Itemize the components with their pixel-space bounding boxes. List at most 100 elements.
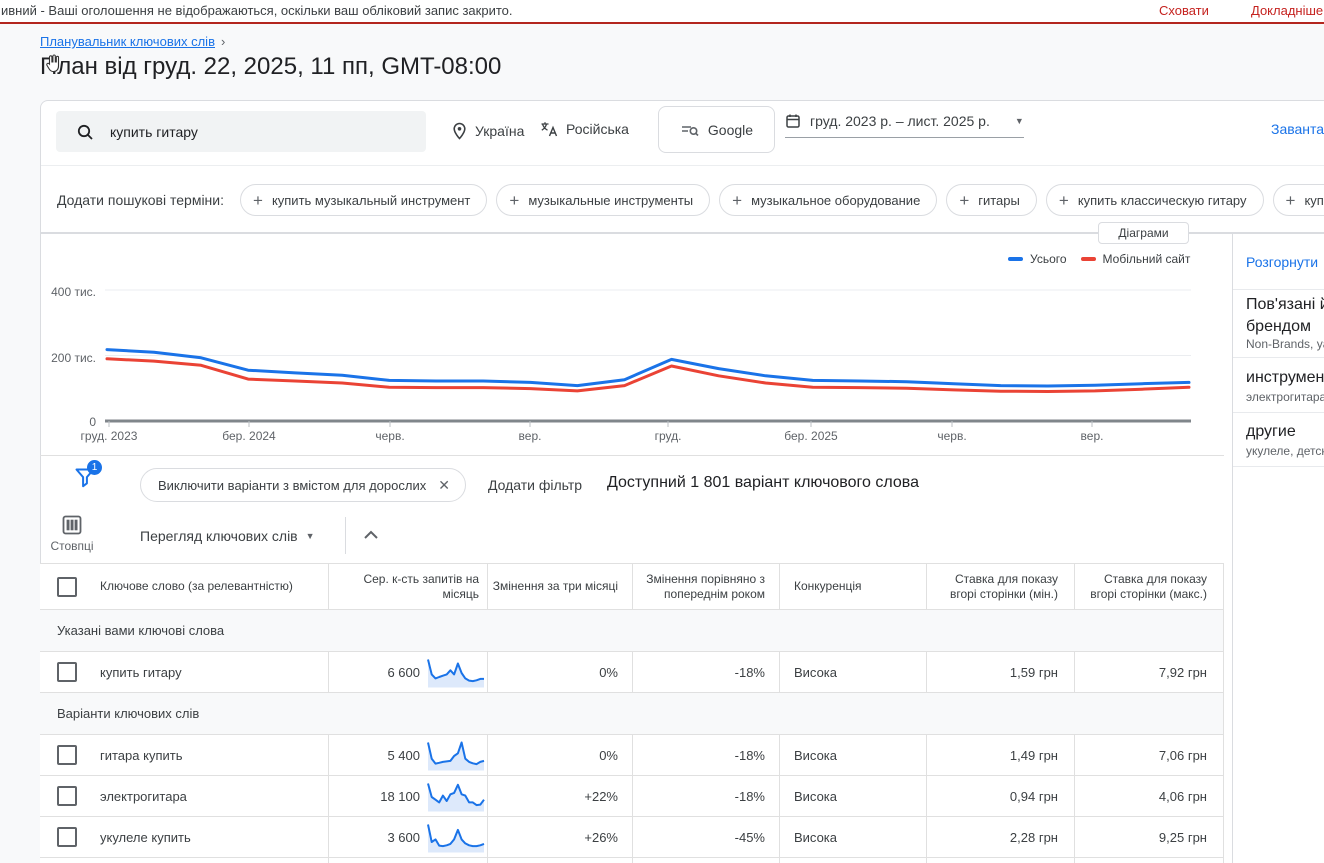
chip-label: музыкальное оборудование	[751, 192, 921, 208]
table-row[interactable]: купить гитару 6 600 0% -18% Висока 1,59 …	[40, 652, 1224, 693]
plus-icon: +	[732, 190, 743, 210]
search-input[interactable]	[108, 122, 392, 141]
banner-hide-link[interactable]: Сховати	[1159, 3, 1209, 18]
chevron-down-icon: ▼	[1014, 116, 1024, 126]
top-bid-low-cell: 0,94 грн	[1009, 788, 1058, 804]
top-bid-high-cell: 9,25 грн	[1158, 829, 1207, 845]
top-bid-low-cell: 1,59 грн	[1009, 664, 1058, 680]
avg-searches-cell: 6 600	[387, 664, 420, 680]
column-header: Ставка для показу вгорі сторінки (мін.)	[950, 571, 1058, 601]
search-icon	[77, 124, 93, 140]
x-axis-tick: груд. 2023	[80, 429, 138, 443]
toolbar-vertical-divider	[345, 517, 346, 554]
row-checkbox[interactable]	[57, 662, 77, 682]
trend-sparkline	[427, 739, 485, 771]
competition-cell: Висока	[794, 747, 838, 763]
banner-learn-more-link[interactable]: Докладніше	[1251, 3, 1324, 18]
panel-divider	[1233, 466, 1324, 467]
x-axis-tick: бер. 2024	[222, 429, 276, 443]
y-axis-tick: 0	[89, 415, 96, 429]
location-selector[interactable]: Україна	[452, 122, 524, 140]
date-range-selector[interactable]: груд. 2023 р. – лист. 2025 р. ▼	[785, 113, 1024, 138]
keyword-search-box[interactable]	[56, 111, 426, 152]
chip-label: музыкальные инструменты	[528, 192, 694, 208]
collapse-chart-button[interactable]	[362, 528, 380, 546]
page-title: План від груд. 22, 2025, 11 пп, GMT-08:0…	[40, 53, 502, 80]
avg-searches-cell: 3 600	[387, 829, 420, 845]
filter-chip-label: Виключити варіанти з вмістом для доросли…	[158, 477, 427, 493]
keyword-cell[interactable]: купить гитару	[100, 664, 182, 680]
language-value: Російська	[566, 121, 629, 137]
account-status-banner: ивний - Ваші оголошення не відображаютьс…	[0, 0, 1324, 22]
add-term-chip[interactable]: + музыкальные инструменты	[496, 184, 711, 216]
network-value: Google	[707, 121, 754, 138]
breadcrumb-keyword-planner-link[interactable]: Планувальник ключових слів	[40, 34, 215, 49]
row-checkbox[interactable]	[57, 745, 77, 765]
add-term-chip[interactable]: + купить музыкальный инструмент	[240, 184, 488, 216]
add-term-chip[interactable]: + музыкальное оборудование	[719, 184, 938, 216]
available-keywords-count: Доступний 1 801 варіант ключового слова	[607, 474, 919, 491]
close-icon[interactable]: ✕	[438, 476, 450, 493]
location-pin-icon	[453, 122, 466, 140]
breadcrumb: Планувальник ключових слів ›	[40, 34, 225, 49]
x-axis-tick: вер.	[518, 429, 542, 443]
plus-icon: +	[1285, 190, 1296, 210]
add-term-chip[interactable]: + гитары	[946, 184, 1037, 216]
view-selector-label: Перегляд ключових слів	[140, 528, 298, 544]
add-term-chip[interactable]: + купить	[1272, 184, 1324, 216]
legend-item-mobile[interactable]: Мобільний сайт	[1080, 252, 1190, 266]
view-selector[interactable]: Перегляд ключових слів ▼	[140, 528, 315, 544]
columns-icon	[62, 515, 82, 535]
download-button[interactable]: Завантажити	[1265, 120, 1324, 138]
row-checkbox[interactable]	[57, 827, 77, 847]
search-terms-label: Додати пошукові терміни:	[57, 192, 224, 208]
table-row[interactable]: электрогитара 18 100 +22% -18% Висока 0,…	[40, 776, 1224, 817]
panel-divider	[1233, 357, 1324, 358]
keyword-cell[interactable]: электрогитара	[100, 788, 187, 804]
yoy-change-cell: -18%	[734, 747, 765, 763]
location-value: Україна	[475, 123, 525, 139]
column-header: Сер. к-сть запитів на місяць	[363, 571, 479, 601]
select-all-checkbox[interactable]	[57, 576, 77, 597]
columns-button[interactable]: Стовпці	[48, 515, 96, 553]
add-term-chip[interactable]: + купить классическую гитару	[1045, 184, 1264, 216]
chevron-right-icon: ›	[220, 34, 226, 49]
panel-divider	[1233, 289, 1324, 290]
add-filter-button[interactable]: Додати фільтр	[488, 477, 583, 493]
keywords-table: Ключове слово (за релевантністю) Сер. к-…	[40, 563, 1224, 863]
search-terms-row: Додати пошукові терміни: + купить музыкал…	[57, 182, 1324, 218]
adult-content-filter-chip[interactable]: Виключити варіанти з вмістом для доросли…	[140, 468, 466, 502]
y-axis-tick: 400 тис.	[51, 285, 96, 299]
column-header: Ставка для показу вгорі сторінки (макс.)	[1090, 571, 1207, 601]
avg-searches-cell: 18 100	[380, 788, 420, 804]
refine-keywords-panel: Розгорнути Пов'язані й брендом Non-Brand…	[1232, 234, 1324, 863]
legend-item-total[interactable]: Усього	[1008, 252, 1067, 266]
mouse-cursor-icon	[44, 54, 60, 79]
refine-item-brand[interactable]: Пов'язані й брендом	[1246, 296, 1324, 335]
top-bid-low-cell: 1,49 грн	[1009, 747, 1058, 763]
columns-label: Стовпці	[50, 539, 94, 553]
network-selector[interactable]: Google	[658, 106, 775, 153]
row-checkbox[interactable]	[57, 786, 77, 806]
chip-label: купить классическую гитару	[1077, 192, 1247, 208]
keyword-cell[interactable]: гитара купить	[100, 747, 183, 763]
diagrams-button[interactable]: Діаграми	[1098, 222, 1189, 244]
y-axis-tick: 200 тис.	[51, 351, 96, 365]
x-axis-tick: вер.	[1080, 429, 1104, 443]
keyword-cell[interactable]: укулеле купить	[100, 829, 191, 845]
search-network-icon	[681, 125, 699, 136]
search-volume-chart	[105, 289, 1191, 427]
partial-next-row	[40, 858, 1224, 863]
yoy-change-cell: -18%	[734, 664, 765, 680]
three-month-change-cell: 0%	[599, 664, 618, 680]
three-month-change-cell: 0%	[599, 747, 618, 763]
table-row[interactable]: укулеле купить 3 600 +26% -45% Висока 2,…	[40, 817, 1224, 858]
competition-cell: Висока	[794, 829, 838, 845]
table-row[interactable]: гитара купить 5 400 0% -18% Висока 1,49 …	[40, 735, 1224, 776]
expand-panel-link[interactable]: Розгорнути	[1246, 254, 1319, 270]
refine-item-instruments[interactable]: инструменты	[1246, 369, 1324, 386]
trend-sparkline	[427, 656, 485, 688]
competition-cell: Висока	[794, 664, 838, 680]
refine-item-others[interactable]: другие	[1246, 423, 1296, 440]
language-selector[interactable]: Російська	[540, 121, 629, 137]
